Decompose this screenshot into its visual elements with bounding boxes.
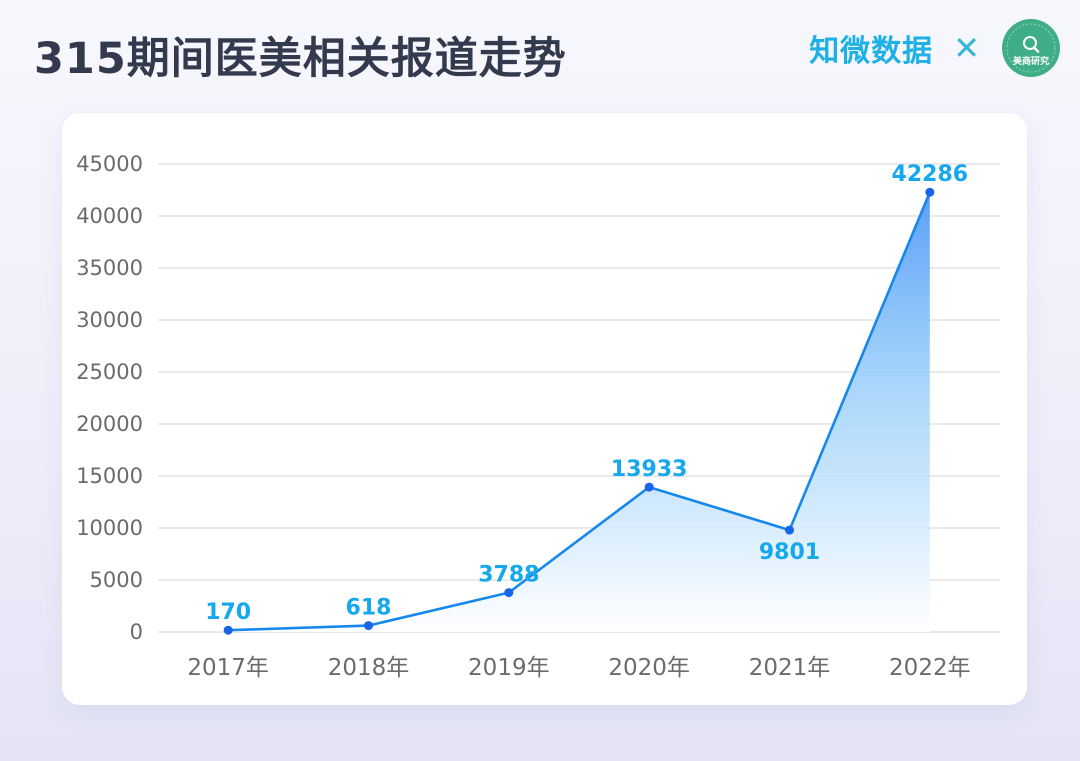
collaboration-x-icon: ✕ [953,29,980,67]
series-line-segment [647,485,791,532]
brand-header: 知微数据 ✕ 美商研究 [809,19,1060,77]
y-tick-label: 30000 [76,308,143,332]
area-fill [228,192,930,632]
data-label: 42286 [892,162,969,187]
y-tick-label: 40000 [76,204,143,228]
y-tick-label: 25000 [76,360,143,384]
x-tick-label: 2018年 [328,655,410,681]
series-area [228,192,930,632]
data-label: 170 [205,600,251,625]
brand-name: 知微数据 [809,34,934,69]
y-tick-label: 10000 [76,516,143,540]
logo-text: 美商研究 [1012,57,1049,67]
data-point [504,588,514,598]
series-line-segment [226,624,370,632]
data-points [223,187,935,635]
y-tick-label: 35000 [76,256,143,280]
series-line-group [226,190,932,632]
x-tick-label: 2021年 [749,655,831,681]
series-line-segment [788,190,932,532]
data-point [644,482,654,492]
data-point [364,621,373,631]
logo-magnifier-icon [1006,23,1056,73]
series-line-segment [367,591,511,627]
report-trend-chart: 0 5000 10000 15000 20000 25000 30000 35000 40000… [76,152,1000,681]
x-tick-label: 2017年 [187,655,269,681]
data-point [925,187,935,197]
data-labels: 170 618 3788 13933 9801 42286 [205,162,968,625]
y-tick-label: 20000 [76,412,143,436]
series-line-segment [507,485,651,594]
y-tick-label: 45000 [76,152,143,176]
data-label: 3788 [478,563,539,588]
y-tick-label: 0 [130,620,143,644]
y-tick-label: 5000 [90,568,143,592]
data-label: 618 [346,596,392,621]
x-tick-label: 2022年 [889,655,971,681]
x-axis: 2017年 2018年 2019年 2020年 2021年 2022年 [187,655,970,681]
x-tick-label: 2020年 [608,655,690,681]
beauty-study-logo: 美商研究 [1002,19,1060,77]
data-point [785,525,794,535]
y-axis: 0 5000 10000 15000 20000 25000 30000 35000 40000… [76,152,143,644]
x-tick-label: 2019年 [468,655,550,681]
data-label: 13933 [611,457,688,482]
data-point [223,625,233,635]
page-title: 315期间医美相关报道走势 [34,34,567,84]
chart-card: 0 5000 10000 15000 20000 25000 30000 35000 40000… [62,113,1027,705]
y-tick-label: 15000 [76,464,143,488]
data-label: 9801 [759,540,820,565]
